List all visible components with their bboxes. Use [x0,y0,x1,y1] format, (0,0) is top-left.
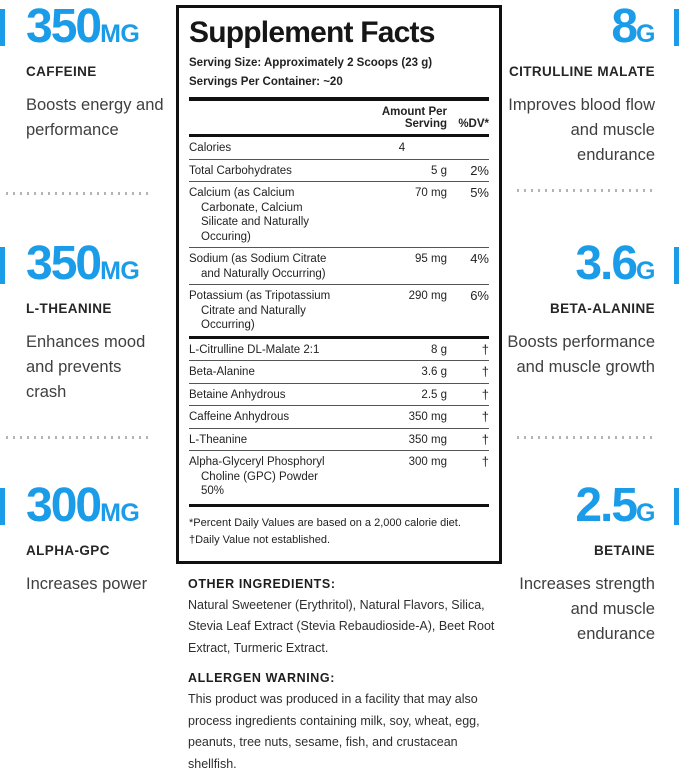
alpha-gpc-amount: 300MG [26,479,140,532]
callout-citrulline-malate: 8G CITRULLINE MALATE Improves blood flow… [495,2,655,168]
divider-thick [189,503,489,507]
betaine-desc: Increases strength and muscle endurance [519,575,655,643]
table-row-citrulline: L-Citrulline DL-Malate 2:1 8 g † [189,335,489,361]
table-row-calcium: Calcium (as Calcium Carbonate, Calcium S… [189,181,489,247]
citrulline-label: CITRULLINE MALATE [508,64,655,79]
header-dv: %DV* [458,118,489,130]
right-accent-bar-2 [674,247,679,284]
beta-alanine-desc: Boosts performance and muscle growth [507,333,655,376]
left-accent-bar-1 [0,9,5,46]
table-row-calories: Calories 4 [189,142,406,154]
left-accent-bar-2 [0,247,5,284]
table-row-l-theanine: L-Theanine 350 mg † [189,427,489,451]
allergen-warning-heading: ALLERGEN WARNING: [188,671,335,685]
table-header: Amount Per Serving %DV* [189,101,489,137]
footnote-dv: *Percent Daily Values are based on a 2,0… [189,516,461,529]
l-theanine-label: L-THEANINE [26,301,112,316]
table-row-carbohydrates: Total Carbohydrates 5 g 2% [189,158,489,182]
table-row-caffeine: Caffeine Anhydrous 350 mg † [189,405,489,428]
betaine-label: BETAINE [593,543,655,558]
center-column: Supplement Facts Serving Size: Approxima… [176,5,502,775]
beta-alanine-amount: 3.6G [575,237,655,290]
table-row-alpha-gpc: Alpha-Glyceryl Phosphoryl Choline (GPC) … [189,450,489,502]
allergen-warning-body: This product was produced in a facility … [188,692,480,771]
servings-per-container: Servings Per Container: ~20 [189,76,343,88]
panel-title: Supplement Facts [189,16,435,49]
serving-size: Serving Size: Approximately 2 Scoops (23… [189,57,433,69]
other-ingredients-body: Natural Sweetener (Erythritol), Natural … [188,597,495,655]
right-accent-bar-3 [674,488,679,525]
betaine-amount: 2.5G [575,479,655,532]
left-dotted-divider-1 [6,192,148,195]
left-dotted-divider-2 [6,436,148,439]
table-row-potassium: Potassium (as Tripotassium Citrate and N… [189,284,489,336]
callout-beta-alanine: 3.6G BETA-ALANINE Boosts performance and… [495,239,655,380]
caffeine-label: CAFFEINE [26,64,97,79]
caffeine-amount: 350MG [26,0,140,53]
header-amount: Amount Per Serving [381,106,447,130]
caffeine-desc: Boosts energy and performance [26,96,164,139]
panel-footnotes: *Percent Daily Values are based on a 2,0… [189,507,489,551]
left-accent-bar-3 [0,488,5,525]
citrulline-desc: Improves blood flow and muscle endurance [508,96,655,164]
citrulline-amount: 8G [611,0,655,53]
allergen-warning-section: ALLERGEN WARNING: This product was produ… [176,671,498,775]
other-ingredients-heading: OTHER INGREDIENTS: [188,576,336,591]
supplement-facts-panel: Supplement Facts Serving Size: Approxima… [176,5,502,564]
table-row-beta-alanine: Beta-Alanine 3.6 g † [189,360,489,383]
table-row-sodium: Sodium (as Sodium Citrate and Naturally … [189,247,489,284]
right-accent-bar-1 [674,9,679,46]
alpha-gpc-desc: Increases power [26,575,148,593]
divider-thick [189,97,489,101]
right-dotted-divider-2 [517,436,657,439]
alpha-gpc-label: ALPHA-GPC [26,543,110,558]
callout-l-theanine: 350MG L-THEANINE Enhances mood and preve… [26,239,156,405]
callout-betaine: 2.5G BETAINE Increases strength and musc… [495,481,655,647]
callout-caffeine: 350MG CAFFEINE Boosts energy and perform… [26,2,176,143]
right-dotted-divider-1 [517,189,657,192]
table-row-betaine: Betaine Anhydrous 2.5 g † [189,382,489,406]
l-theanine-amount: 350MG [26,237,140,290]
footnote-dagger: †Daily Value not established. [189,533,331,546]
callout-alpha-gpc: 300MG ALPHA-GPC Increases power [26,481,176,597]
beta-alanine-label: BETA-ALANINE [549,301,655,316]
l-theanine-desc: Enhances mood and prevents crash [26,333,146,401]
